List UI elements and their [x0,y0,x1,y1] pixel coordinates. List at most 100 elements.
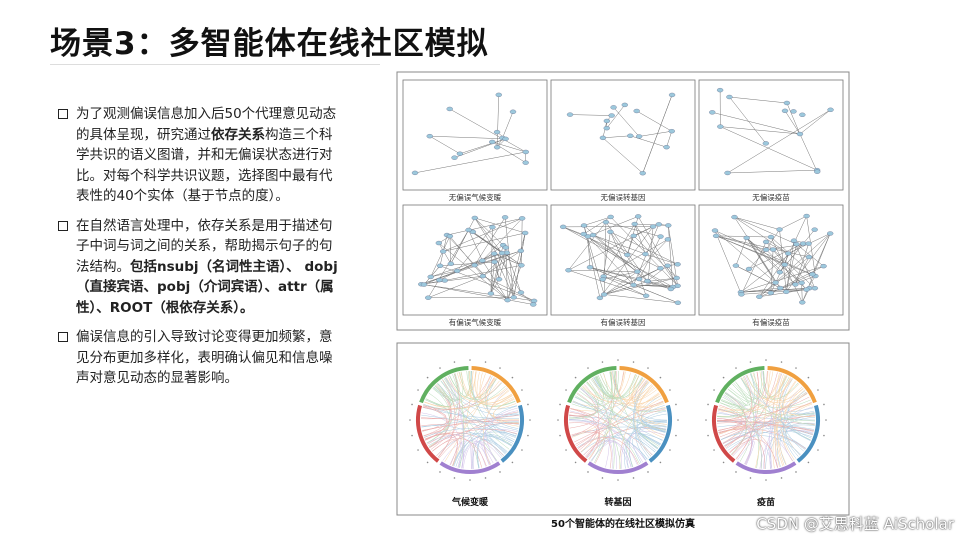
network-edge [748,249,767,270]
chord-tick [527,403,529,406]
chord-link [423,382,502,410]
chord-tick [675,434,677,437]
network-node [724,170,731,176]
network-edge [459,138,506,154]
chord-link [577,371,624,449]
chord-link [720,402,762,469]
chord-link [444,378,496,463]
chord-link [782,378,811,441]
network-edge [786,233,831,292]
chord-link [746,374,807,404]
network-edge [765,229,780,250]
chord-link [755,371,771,468]
chord-tick [669,449,671,451]
chord-links [716,371,816,470]
chord-link [452,436,513,467]
network-node [792,282,799,287]
network-node [674,300,682,305]
network-node [610,105,617,110]
network-edge [627,235,634,255]
chord-link [619,393,660,469]
network-node [827,231,834,236]
chord-link [568,419,656,453]
chord-link [740,377,815,415]
chord-link [425,399,517,435]
network-edge [746,237,781,289]
chord-link [424,428,517,438]
network-edge [563,226,628,256]
chord-link [731,392,808,456]
network-edge [568,269,638,272]
chord-tick [749,361,752,363]
network-node [663,145,670,150]
network-node [566,112,574,117]
network-node [776,227,783,232]
chord-link [428,432,512,447]
bullet: 偏误信息的引入导致讨论变得更加频繁，意见分布更加多样化，表明确认偏见和信息噪声对… [58,327,340,389]
network-node [805,241,812,246]
chord-link [580,437,648,460]
chord-tick [617,479,619,481]
chord-tick [707,434,709,437]
network-node [783,289,790,294]
network-node [814,169,821,174]
chord-link [444,377,465,469]
network-edge [630,135,667,148]
chord-link [576,393,640,465]
chord-link [583,392,659,456]
chord-link [733,382,815,426]
chord-link [454,373,465,468]
network-node [451,155,458,160]
chord-link [739,376,755,462]
chord-link [442,440,497,462]
network-edge [430,236,451,278]
chord-link [581,378,646,402]
network-edge [428,275,483,298]
network-edge [734,216,789,254]
chord-link [626,422,667,468]
network-edge [583,216,611,226]
network-node [519,216,526,221]
chord-link [570,407,653,456]
chord-tick [411,434,413,437]
network-edge [610,231,678,265]
chord-arc [471,366,521,404]
chord-link [569,415,667,421]
chord-link [449,375,503,400]
chord-link [586,433,663,459]
network-edge [506,252,522,293]
chord-link [717,396,810,422]
chord-link [575,395,621,469]
chord-link [721,399,815,416]
network-edge [414,151,526,174]
network-node [811,286,819,291]
network-edge [423,284,534,305]
bold-text: 包括nsubj（名词性主语）、 dobj（直接宾语、pobj（介词宾语）、att… [76,258,338,316]
network-edge [568,221,607,271]
chord-link [426,387,451,444]
network-node [767,290,774,296]
network-node [493,145,501,150]
chord-link [421,412,464,469]
chord-link [759,371,804,402]
chord-link [634,377,666,432]
network-node [726,94,733,100]
chord-tick [749,477,752,479]
network-node [518,263,525,268]
chord-link [621,431,665,469]
chord-link [718,415,815,433]
chord-tick [417,449,419,451]
network-edge [793,240,816,289]
chord-tick [632,477,635,479]
chord-link [717,413,816,421]
network-node [769,247,777,252]
network-edge [716,235,809,258]
chord-link [749,373,811,442]
chord-tick [527,434,529,437]
chord-link [572,400,661,445]
chord-link [717,371,774,417]
network-edge [734,216,780,230]
network-edge [602,137,643,174]
network-node [501,215,509,220]
network-edge [613,107,640,137]
